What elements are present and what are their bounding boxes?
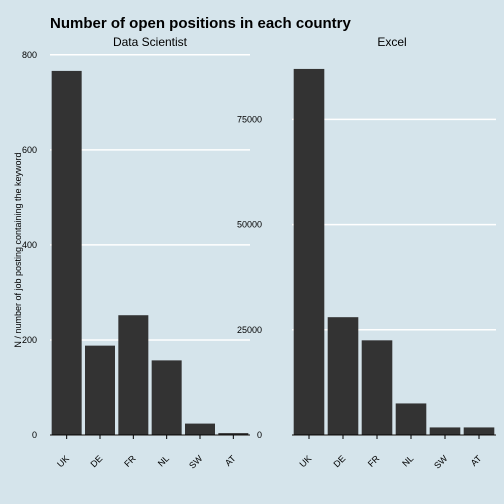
x-tick-label: DE [331, 453, 347, 469]
y-tick-label: 75000 [237, 114, 262, 124]
y-tick-label: 0 [257, 430, 262, 440]
y-tick-label: 600 [22, 145, 37, 155]
y-tick-label: 50000 [237, 220, 262, 230]
bar [395, 403, 427, 435]
x-tick-label: AT [469, 453, 484, 468]
bar [51, 70, 82, 436]
facet-title: Excel [377, 35, 406, 49]
x-tick-label: SW [187, 453, 205, 471]
x-tick-label: SW [432, 453, 450, 471]
x-tick-label: NL [156, 453, 171, 468]
x-tick-label: UK [297, 453, 313, 469]
x-tick-label: FR [122, 453, 138, 469]
chart-title: Number of open positions in each country [50, 15, 352, 32]
y-tick-label: 800 [22, 50, 37, 60]
facet-panel: Data Scientist 0 200 400 600 800 UK DE FR NL SW AT [22, 35, 250, 471]
bar [118, 315, 149, 435]
bar [218, 433, 249, 435]
x-tick-label: DE [88, 453, 104, 469]
x-tick-label: UK [55, 453, 71, 469]
bar [327, 317, 359, 435]
y-axis-title: N / number of job posting containing the… [13, 152, 23, 347]
y-tick-label: 400 [22, 240, 37, 250]
x-tick-label: AT [223, 453, 238, 468]
bar [293, 68, 325, 436]
y-tick-label: 0 [32, 430, 37, 440]
bar [185, 423, 215, 435]
x-tick-label: NL [400, 453, 415, 468]
bar [463, 427, 495, 435]
bar [429, 427, 461, 435]
y-tick-label: 25000 [237, 325, 262, 335]
x-tick-label: FR [366, 453, 382, 469]
y-tick-label: 200 [22, 335, 37, 345]
bar [151, 360, 182, 435]
bar [361, 340, 393, 435]
facet-title: Data Scientist [113, 35, 188, 49]
bar [85, 345, 115, 435]
facet-panel: Excel 0 25000 50000 75000 UK DE FR NL SW AT [237, 35, 496, 471]
